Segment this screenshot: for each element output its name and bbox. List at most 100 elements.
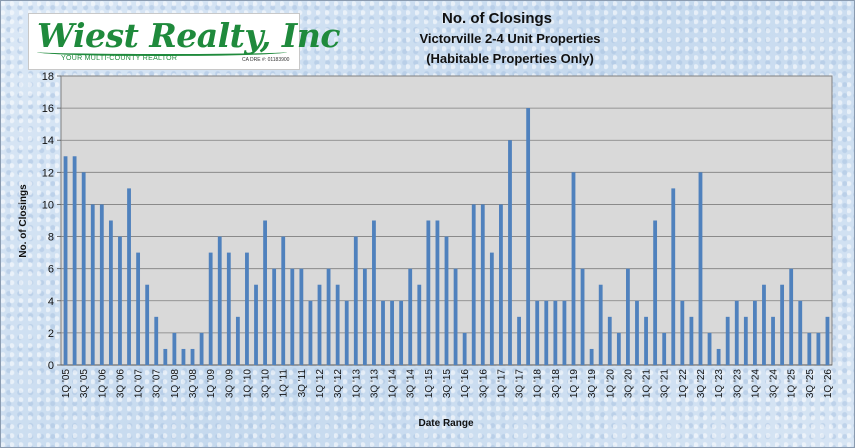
x-tick-label: 1Q '21 — [642, 369, 653, 399]
bar — [580, 268, 585, 365]
bar — [807, 332, 812, 365]
bar — [199, 332, 204, 365]
bar — [108, 220, 113, 365]
bar — [716, 348, 721, 365]
x-tick-label: 1Q '17 — [496, 369, 507, 399]
bar — [689, 316, 694, 365]
bar — [517, 316, 521, 365]
x-tick-label: 3Q '25 — [805, 369, 816, 399]
bar — [743, 316, 748, 365]
bar — [616, 332, 621, 365]
bar — [680, 300, 685, 365]
bar — [172, 332, 177, 365]
x-tick-label: 3Q '14 — [406, 369, 417, 399]
chart-subtitle: Victorville 2-4 Unit Properties — [419, 31, 600, 46]
bar — [217, 236, 222, 365]
bar — [671, 188, 676, 365]
bar — [281, 236, 286, 365]
x-tick-label: 1Q '20 — [605, 369, 616, 399]
x-tick-label: 1Q '14 — [388, 369, 399, 399]
logo-tagline: YOUR MULTI-COUNTY REALTOR — [61, 55, 178, 62]
x-tick-label: 1Q '15 — [424, 369, 435, 399]
bar — [653, 220, 658, 365]
x-tick-label: 3Q '18 — [551, 369, 562, 399]
bar — [353, 236, 358, 365]
logo-license: CA DRE #: 01183900 — [242, 57, 290, 63]
bar — [408, 268, 413, 365]
x-tick-label: 3Q '19 — [587, 369, 598, 399]
bar — [489, 252, 494, 365]
bar — [226, 252, 231, 365]
x-tick-label: 1Q '18 — [533, 369, 544, 399]
bar — [344, 300, 349, 365]
bar — [544, 300, 549, 365]
bar — [535, 300, 540, 365]
bar — [553, 300, 558, 365]
bar — [752, 300, 757, 365]
bar — [127, 188, 131, 365]
bar — [381, 300, 385, 365]
y-tick-label: 18 — [42, 71, 54, 83]
bar — [562, 300, 567, 365]
x-tick-label: 1Q '06 — [97, 369, 108, 399]
bar — [245, 252, 249, 365]
bar — [426, 220, 431, 365]
bar — [798, 300, 803, 365]
bar — [707, 332, 712, 365]
x-tick-label: 3Q '07 — [152, 369, 163, 399]
x-tick-label: 3Q '15 — [442, 369, 453, 399]
bar — [571, 172, 576, 365]
x-tick-label: 3Q '17 — [515, 369, 526, 399]
y-tick-label: 4 — [48, 296, 54, 308]
y-tick-label: 10 — [42, 199, 54, 211]
x-axis-label: Date Range — [418, 418, 473, 429]
company-logo: Wiest Realty, Inc YOUR MULTI-COUNTY REAL… — [28, 13, 340, 70]
x-tick-label: 1Q '26 — [823, 369, 834, 399]
x-tick-label: 3Q '09 — [224, 369, 235, 399]
bars — [63, 108, 830, 365]
x-tick-label: 3Q '13 — [369, 369, 380, 399]
y-tick-label: 0 — [48, 360, 54, 372]
bar — [136, 252, 141, 365]
bar — [362, 268, 367, 365]
bar — [417, 284, 422, 365]
bar — [499, 204, 503, 365]
bar — [81, 172, 86, 365]
bar — [771, 316, 775, 365]
x-tick-label: 3Q '22 — [696, 369, 707, 399]
x-tick-label: 3Q '08 — [188, 369, 199, 399]
bar — [598, 284, 603, 365]
bar — [662, 332, 667, 365]
chart-title: No. of Closings — [442, 10, 552, 27]
bar — [635, 300, 639, 365]
bar — [118, 236, 122, 365]
x-tick-label: 1Q '13 — [351, 369, 362, 399]
x-tick-label: 1Q '22 — [678, 369, 689, 399]
x-tick-label: 1Q '10 — [242, 369, 253, 399]
x-tick-label: 3Q '11 — [297, 369, 308, 398]
x-tick-label: 3Q '12 — [333, 369, 344, 399]
x-tick-label: 3Q '05 — [79, 369, 90, 399]
y-tick-labels: 0 2 4 6 8 10 12 14 16 18 — [42, 71, 54, 372]
bar — [99, 204, 104, 365]
bar — [335, 284, 340, 365]
bar — [462, 332, 467, 365]
x-tick-label: 1Q '19 — [569, 369, 580, 399]
bar — [780, 284, 785, 365]
x-tick-label: 3Q '23 — [732, 369, 743, 399]
bar — [299, 268, 304, 365]
bar — [816, 332, 821, 365]
bar — [208, 252, 213, 365]
x-tick-label: 3Q '20 — [623, 369, 634, 399]
bar — [372, 220, 376, 365]
x-tick-label: 1Q '23 — [714, 369, 725, 399]
bar — [444, 236, 449, 365]
bar — [435, 220, 440, 365]
x-tick-label: 1Q '05 — [61, 369, 72, 399]
bar — [471, 204, 476, 365]
x-tick-label: 1Q '12 — [315, 369, 326, 399]
bar — [825, 316, 830, 365]
x-tick-label: 3Q '16 — [478, 369, 489, 399]
x-tick-label: 1Q '07 — [134, 369, 145, 399]
